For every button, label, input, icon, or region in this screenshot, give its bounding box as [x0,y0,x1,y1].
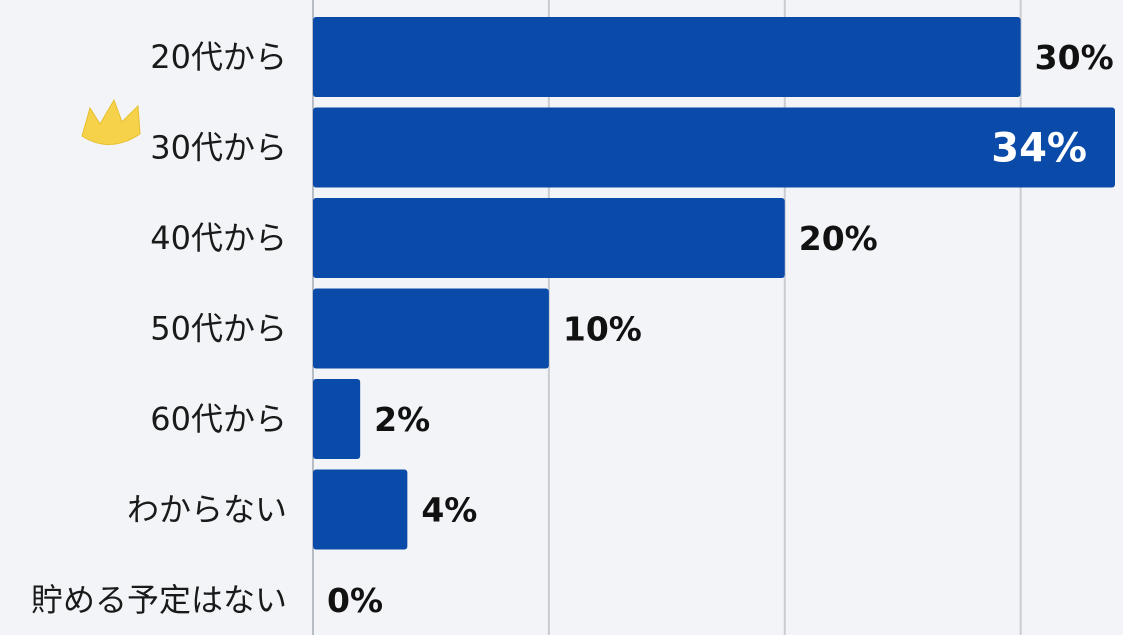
crown-icon [81,98,141,145]
bar [313,107,1115,188]
bar-layer [313,17,1115,550]
category-label: 20代から [150,38,287,76]
bar [313,379,361,459]
value-label: 10% [563,310,642,349]
category-label: 60代から [150,400,287,438]
bar [313,17,1021,97]
value-label: 34% [991,126,1087,172]
bar [313,198,785,278]
value-label: 20% [799,219,878,258]
category-label: 40代から [150,219,287,257]
value-label: 2% [374,400,430,439]
category-label: 50代から [150,310,287,348]
bar [313,288,549,369]
value-label: 0% [327,581,383,620]
value-label: 4% [421,491,477,530]
category-label: わからない [127,491,287,529]
category-label: 貯める予定はない [31,581,287,619]
label-layer: 20代から 30% 30代から 34% 40代から 20% 50代から 10% 60代から 2% わ… [31,38,1114,620]
category-label: 30代から [150,129,287,167]
value-label: 30% [1035,38,1114,77]
bar [313,469,408,550]
